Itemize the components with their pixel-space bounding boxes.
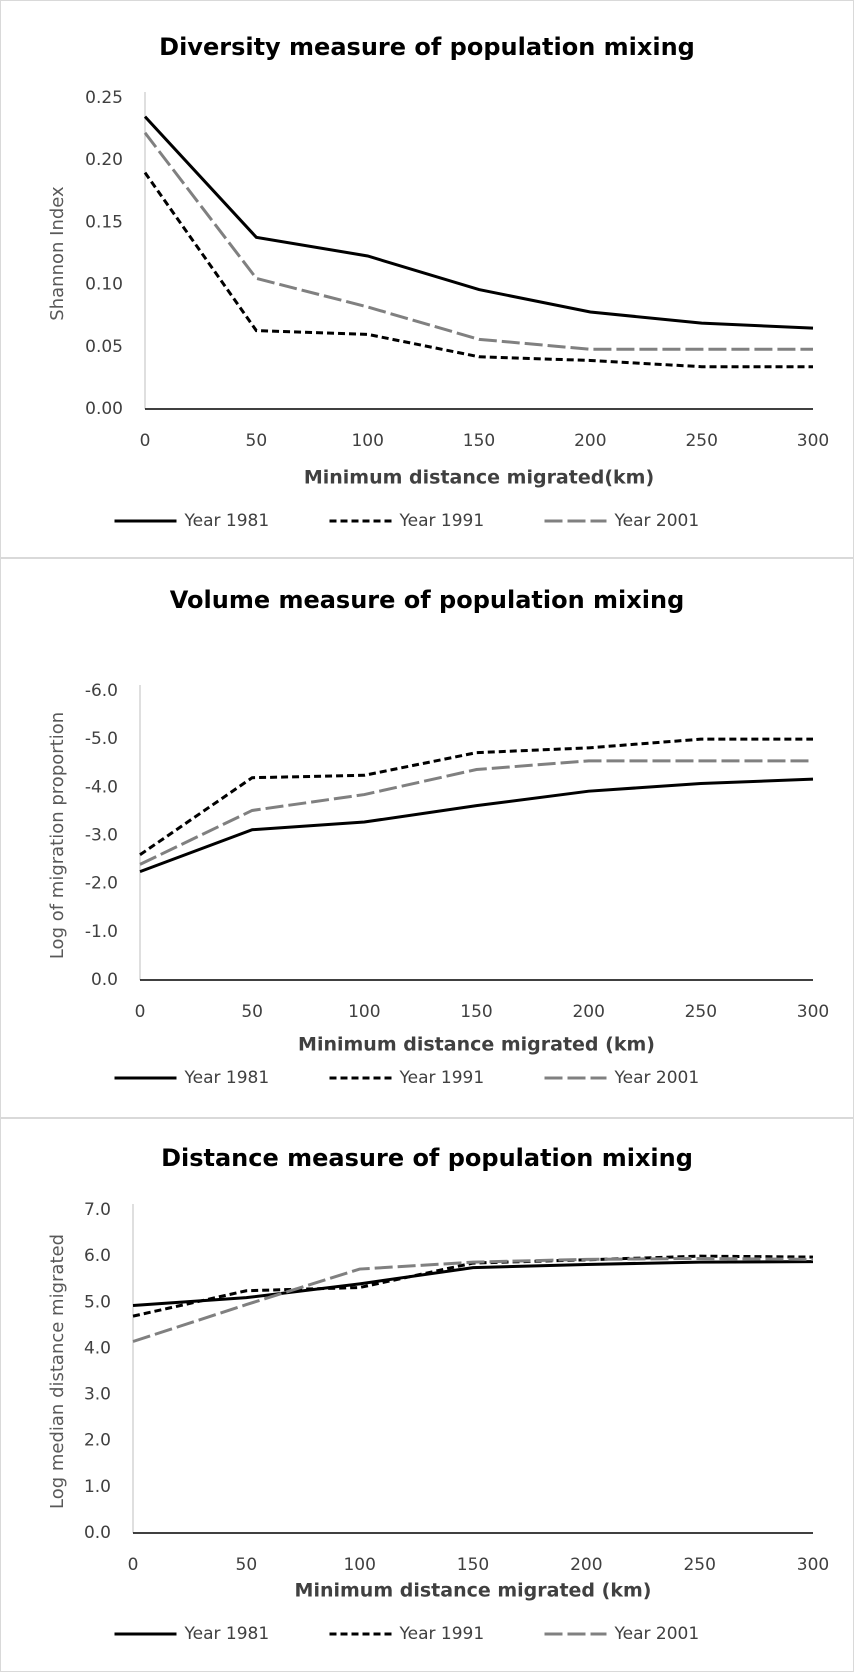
data-line [139,759,813,866]
y-tick-label: 6.0 [84,1246,111,1266]
x-tick-label: 200 [572,1002,604,1022]
y-tick-label: 4.0 [84,1338,111,1358]
y-tick-label: -1.0 [85,922,118,942]
data-line [139,737,813,857]
y-tick-label: -2.0 [85,874,118,894]
data-line [139,777,814,874]
y-tick-label: -5.0 [85,729,118,749]
y-tick-label: 0.25 [85,88,123,108]
x-tick-label: 250 [685,1002,717,1022]
x-tick-label: 250 [685,431,717,451]
x-tick-label: 0 [128,1555,139,1575]
x-tick-label: 100 [351,431,383,451]
x-tick-label: 50 [246,431,268,451]
y-tick-label: -4.0 [85,777,118,797]
y-tick-label: 5.0 [84,1292,111,1312]
y-tick-label: 0.0 [84,1523,111,1543]
x-tick-label: 100 [348,1002,380,1022]
x-axis-label: Minimum distance migrated (km) [298,1034,655,1056]
data-line [143,171,813,369]
y-tick-label: 0.05 [85,337,123,357]
x-tick-label: 150 [457,1555,489,1575]
y-tick-label: 7.0 [84,1200,111,1220]
data-line [143,115,814,330]
legend-label: Year 2001 [614,1624,700,1644]
y-axis-label: Shannon Index [47,186,68,321]
legend-label: Year 1981 [184,1068,270,1088]
y-tick-label: 0.15 [85,212,123,232]
x-tick-label: 0 [135,1002,146,1022]
legend-label: Year 1981 [184,511,270,531]
x-tick-label: 50 [236,1555,258,1575]
chart-title: Distance measure of population mixing [161,1144,693,1172]
x-tick-label: 200 [570,1555,602,1575]
y-tick-label: 0.20 [85,150,123,170]
data-line [132,1256,814,1343]
x-tick-label: 150 [460,1002,492,1022]
y-tick-label: 0.00 [85,399,123,419]
x-tick-label: 50 [241,1002,263,1022]
x-tick-label: 100 [343,1555,375,1575]
legend-label: Year 1981 [184,1624,270,1644]
y-tick-label: -6.0 [85,681,118,701]
x-tick-label: 300 [797,1555,829,1575]
x-tick-label: 250 [683,1555,715,1575]
legend-label: Year 1991 [399,511,485,531]
x-tick-label: 0 [140,431,151,451]
x-axis-label: Minimum distance migrated(km) [304,467,654,489]
x-tick-label: 300 [797,1002,829,1022]
y-tick-label: -3.0 [85,826,118,846]
x-tick-label: 200 [574,431,606,451]
y-axis-label: Log of migration proportion [47,712,68,959]
y-tick-label: 1.0 [84,1477,111,1497]
x-axis-label: Minimum distance migrated (km) [295,1580,652,1602]
chart-title: Volume measure of population mixing [170,586,685,614]
x-tick-label: 300 [797,431,829,451]
x-tick-label: 150 [463,431,495,451]
y-tick-label: 2.0 [84,1431,111,1451]
legend-label: Year 2001 [614,1068,700,1088]
data-line [143,131,813,351]
data-line [132,1260,814,1308]
legend-label: Year 1991 [399,1624,485,1644]
legend-label: Year 1991 [399,1068,485,1088]
chart-title: Diversity measure of population mixing [159,33,695,61]
y-tick-label: 0.10 [85,275,123,295]
y-tick-label: 0.0 [91,970,118,990]
legend-label: Year 2001 [614,511,700,531]
y-tick-label: 3.0 [84,1385,111,1405]
y-axis-label: Log median distance migrated [47,1234,68,1509]
